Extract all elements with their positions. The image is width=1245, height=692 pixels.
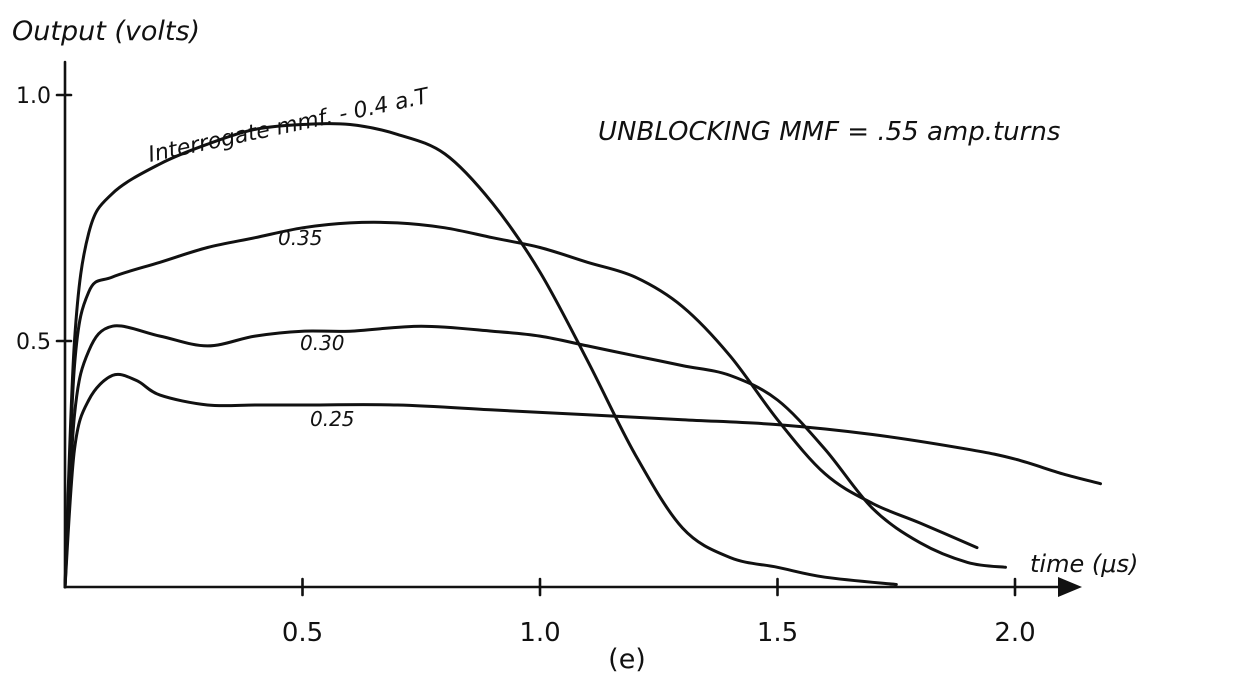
x-tick-label: 0.5: [282, 618, 323, 648]
panel-label: (e): [608, 644, 646, 675]
tick-group: 0.5 1.0 1.5 2.0 0.5 1.0: [16, 84, 1036, 648]
x-tick-label: 2.0: [994, 618, 1035, 648]
y-tick-label: 1.0: [16, 84, 51, 109]
x-tick-label: 1.0: [519, 618, 560, 648]
series-line-1: [63, 220, 979, 589]
x-axis-arrowhead: [1058, 577, 1082, 597]
x-axis-title: time (μs): [1030, 550, 1138, 578]
series-line-0: [63, 122, 898, 589]
series-line-2: [63, 324, 1007, 589]
x-tick-label: 1.5: [757, 618, 798, 648]
y-axis-title: Output (volts): [12, 16, 200, 47]
series-line-3: [63, 372, 1102, 589]
y-tick-label: 0.5: [16, 330, 51, 355]
unblocking-mmf-annotation: UNBLOCKING MMF = .55 amp.turns: [598, 117, 1060, 147]
curve-label-0-30: 0.30: [300, 331, 345, 355]
curve-label-0-25: 0.25: [310, 407, 355, 431]
curve-group: [63, 122, 1102, 589]
